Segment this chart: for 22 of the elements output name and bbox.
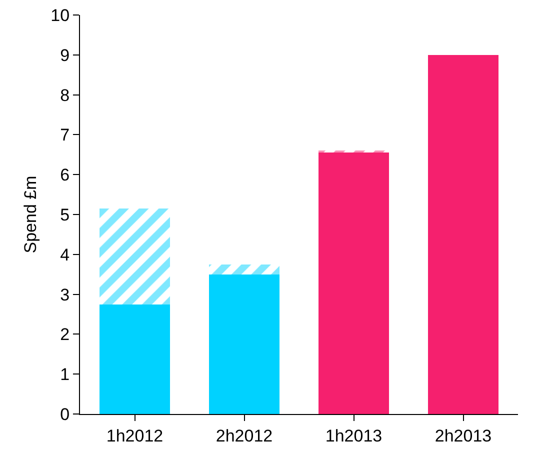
y-tick-label: 6 (60, 166, 70, 185)
bar (100, 208, 170, 304)
bar (209, 264, 280, 274)
y-tick-label: 9 (60, 46, 70, 65)
x-tick-label: 2h2012 (216, 426, 273, 446)
y-tick-label: 5 (60, 205, 70, 224)
y-tick-label: 4 (60, 245, 70, 264)
x-tick-label: 1h2013 (325, 426, 382, 446)
bar (209, 274, 280, 414)
x-tick-label: 1h2012 (106, 426, 164, 446)
bar (100, 304, 170, 414)
y-tick-label: 3 (60, 285, 70, 304)
bar (428, 54, 498, 414)
y-tick-label: 8 (60, 86, 70, 105)
y-tick-label: 1 (60, 365, 70, 384)
x-tick-label: 2h2013 (434, 426, 492, 446)
y-tick-label: 0 (60, 404, 70, 424)
y-tick-label: 10 (50, 6, 70, 25)
y-tick-label: 2 (60, 325, 70, 344)
y-axis-title: Spend £m (21, 176, 40, 254)
y-tick-label: 7 (60, 126, 70, 145)
bar (318, 152, 389, 414)
